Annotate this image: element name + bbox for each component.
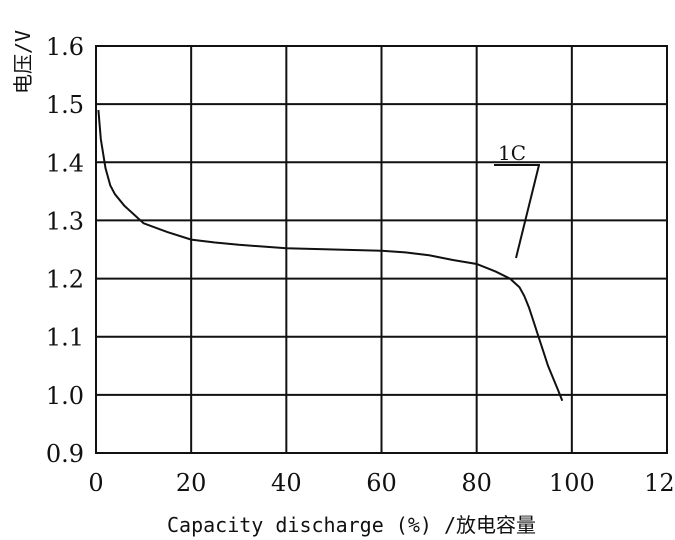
x-tick-label: 120 — [644, 469, 675, 497]
y-tick-label: 1.3 — [46, 207, 84, 235]
annotation-leader-line — [515, 164, 540, 259]
x-tick-label: 20 — [176, 469, 207, 497]
series-line-1c — [97, 109, 564, 402]
x-tick-label: 0 — [88, 469, 103, 497]
x-tick-label: 100 — [549, 469, 595, 497]
y-tick-labels: 0.9 1.0 1.1 1.2 1.3 1.4 1.5 1.6 — [46, 33, 84, 468]
y-tick-label: 1.2 — [46, 266, 84, 294]
y-tick-label: 1.5 — [46, 91, 84, 119]
y-tick-label: 1.4 — [46, 149, 84, 177]
x-tick-label: 60 — [366, 469, 397, 497]
series-annotation: 1C — [494, 141, 540, 259]
y-tick-label: 1.1 — [46, 324, 84, 352]
y-tick-label: 1.6 — [46, 33, 84, 61]
x-tick-label: 40 — [271, 469, 302, 497]
x-axis-label: Capacity discharge (%) /放电容量 — [167, 513, 536, 537]
y-axis-label: 电压/V — [11, 30, 35, 94]
grid-lines — [95, 45, 668, 454]
x-tick-label: 80 — [461, 469, 492, 497]
x-tick-labels: 0 20 40 60 80 100 120 — [88, 469, 675, 497]
annotation-label-1c: 1C — [498, 141, 526, 165]
y-tick-label: 1.0 — [46, 382, 84, 410]
plot-frame — [95, 45, 668, 454]
y-tick-label: 0.9 — [46, 440, 84, 468]
